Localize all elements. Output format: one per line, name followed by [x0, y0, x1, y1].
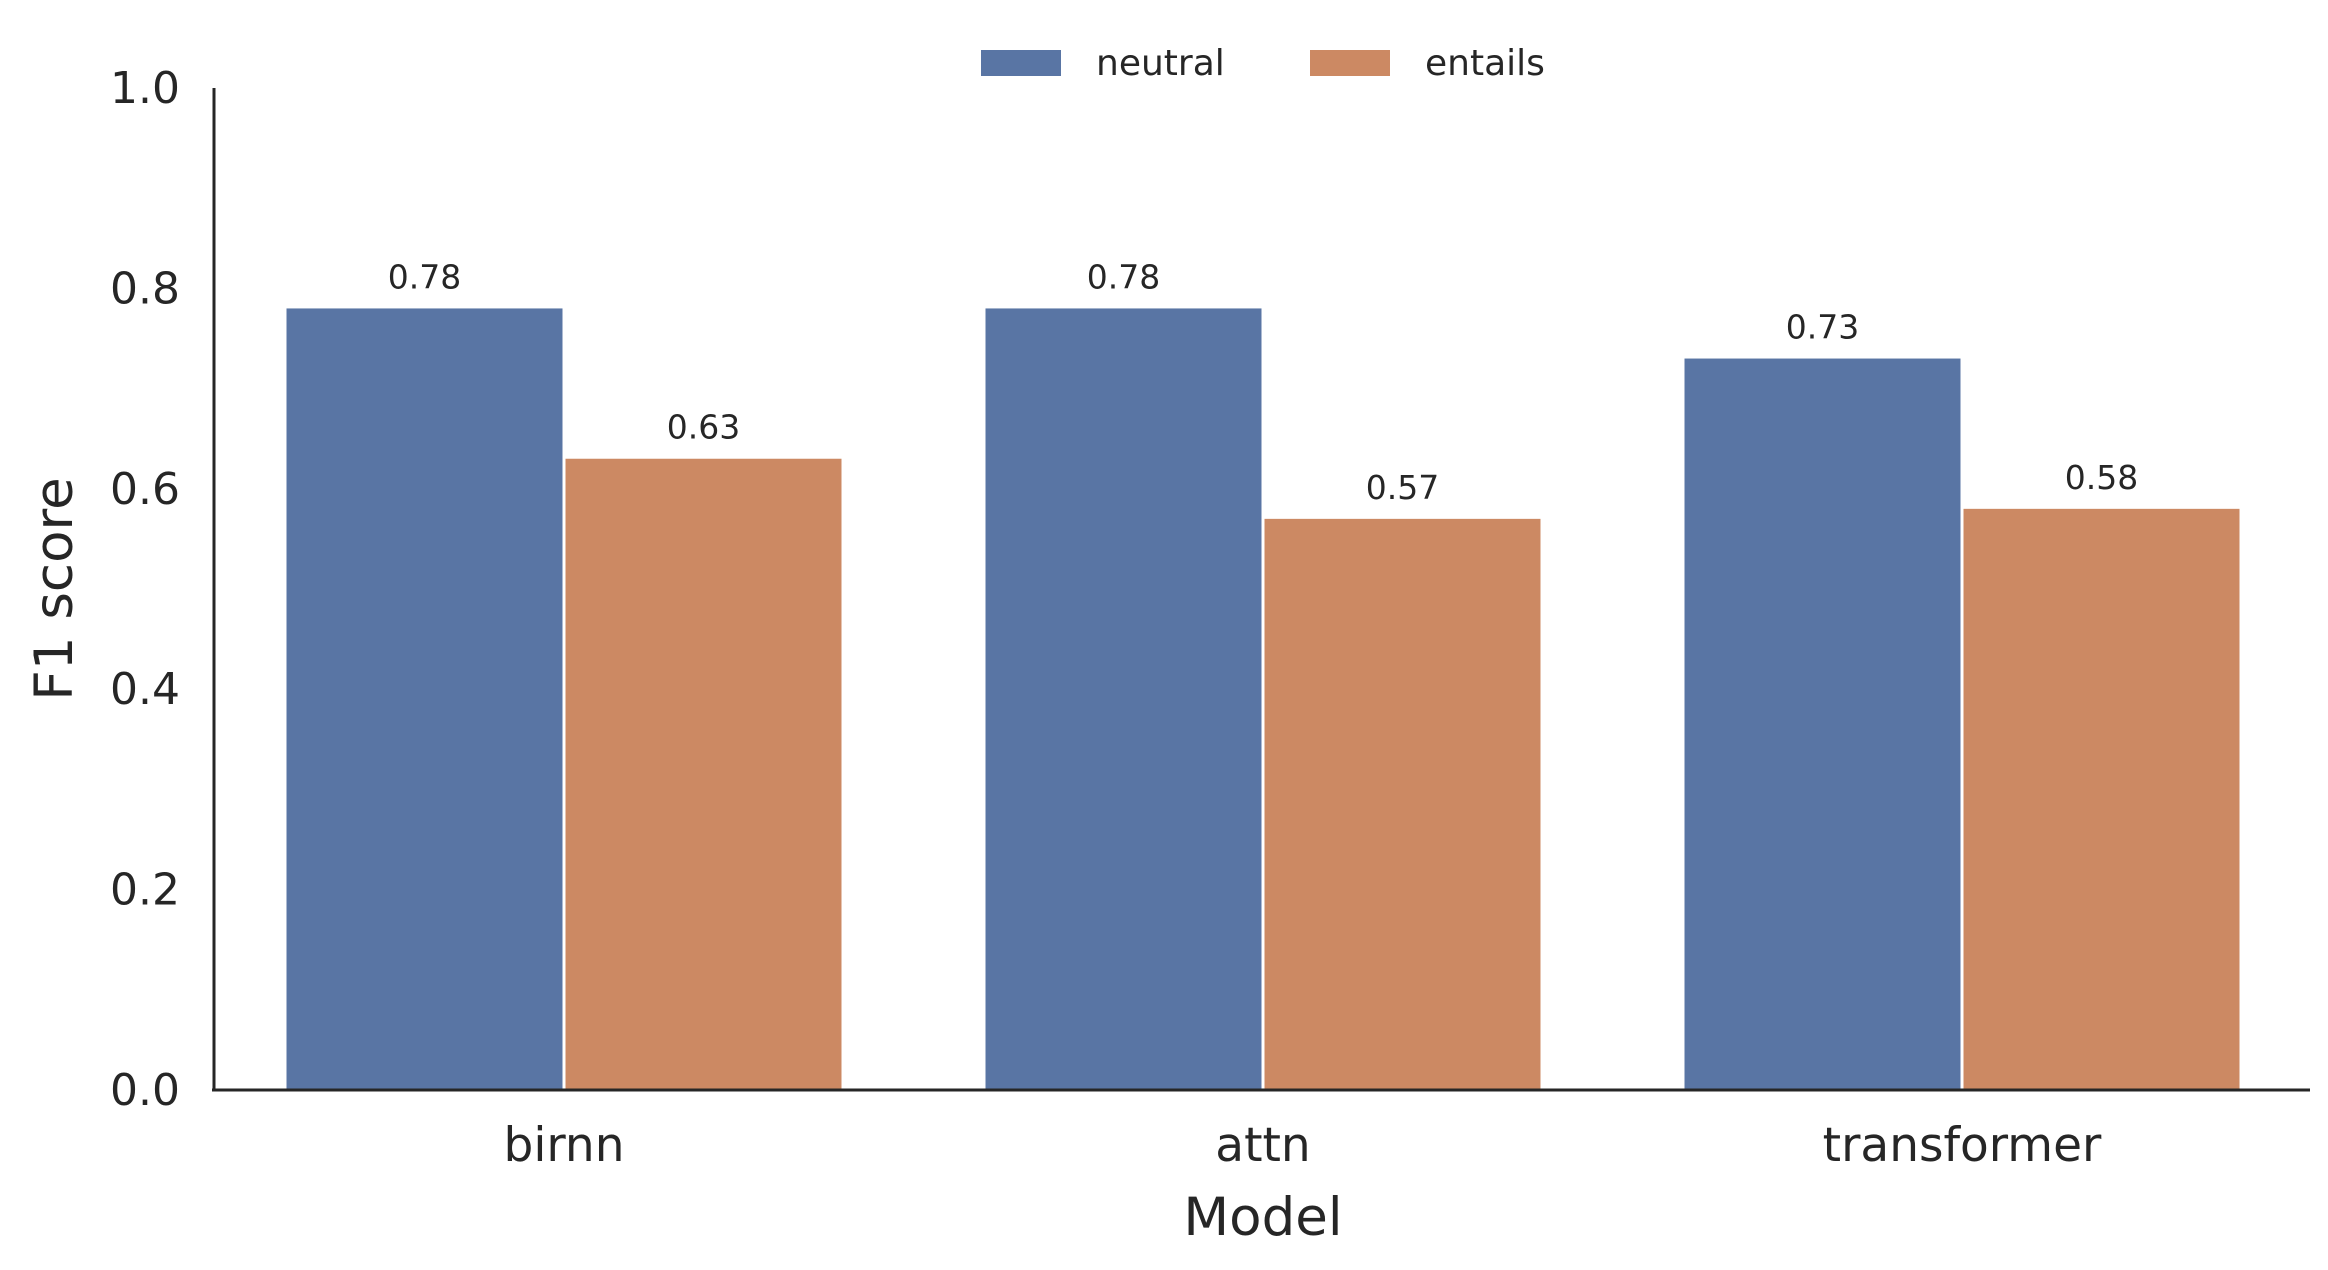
- bars-group: [286, 308, 2240, 1091]
- y-tick-labels: 0.0 0.2 0.4 0.6 0.8 1.0: [110, 63, 180, 1116]
- y-tick-label: 1.0: [110, 63, 180, 114]
- bar-neutral-transformer: [1684, 358, 1961, 1090]
- x-tick-labels: birnn attn transformer: [504, 1118, 2102, 1173]
- y-tick-label: 0.6: [110, 464, 180, 515]
- x-tick-label-transformer: transformer: [1823, 1118, 2102, 1173]
- bar-label-entails-attn: 0.57: [1366, 468, 1439, 507]
- legend-swatch-entails: [1310, 50, 1390, 76]
- bar-entails-transformer: [1963, 508, 2240, 1091]
- y-tick-label: 0.8: [110, 263, 180, 314]
- legend-label-entails: entails: [1425, 43, 1545, 84]
- legend: neutral entails: [981, 43, 1545, 84]
- bar-label-neutral-transformer: 0.73: [1786, 308, 1859, 347]
- bar-entails-birnn: [565, 458, 842, 1090]
- legend-swatch-neutral: [981, 50, 1061, 76]
- bar-label-entails-transformer: 0.58: [2065, 458, 2138, 497]
- bar-label-neutral-attn: 0.78: [1087, 257, 1160, 296]
- bar-entails-attn: [1264, 518, 1541, 1090]
- x-axis-label: Model: [1183, 1187, 1342, 1248]
- bar-label-neutral-birnn: 0.78: [388, 257, 461, 296]
- x-tick-label-birnn: birnn: [504, 1118, 625, 1173]
- y-tick-label: 0.0: [110, 1065, 180, 1116]
- bar-neutral-birnn: [286, 308, 563, 1090]
- bar-neutral-attn: [985, 308, 1262, 1090]
- legend-label-neutral: neutral: [1096, 43, 1225, 84]
- x-tick-label-attn: attn: [1215, 1118, 1310, 1173]
- bar-label-entails-birnn: 0.63: [667, 408, 740, 447]
- y-tick-label: 0.4: [110, 664, 180, 715]
- bar-labels-group: 0.78 0.63 0.78 0.57 0.73 0.58: [388, 257, 2138, 506]
- y-tick-label: 0.2: [110, 865, 180, 916]
- y-axis-label: F1 score: [24, 477, 85, 700]
